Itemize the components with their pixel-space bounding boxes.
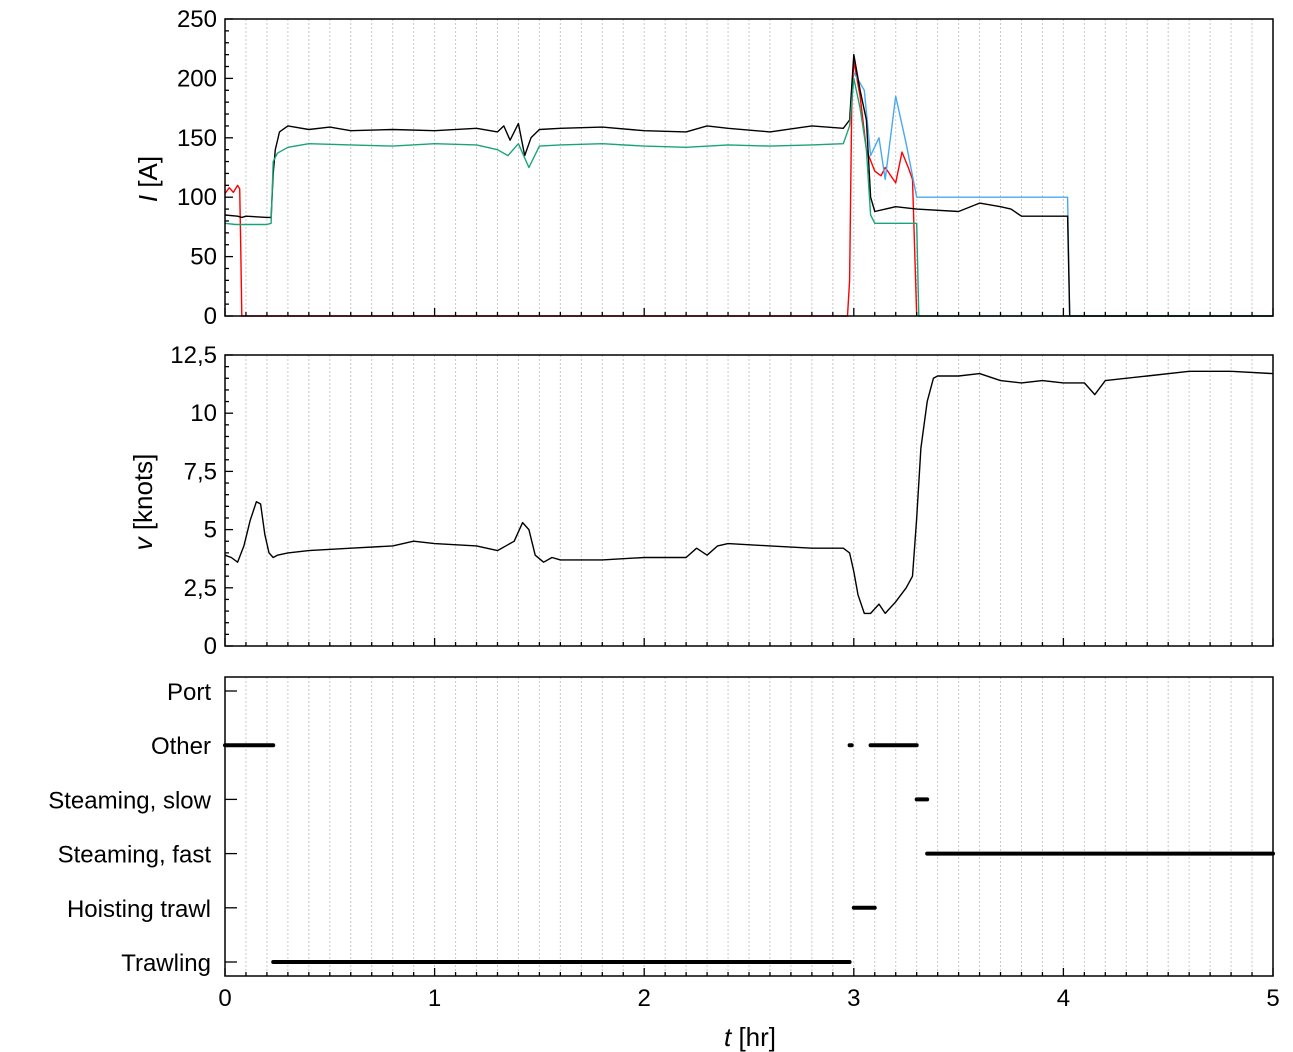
time-x-tick-label: 4 xyxy=(1057,985,1070,1012)
time-x-axis-label: t [hr] xyxy=(724,1022,776,1052)
current-y-tick-label: 200 xyxy=(177,65,217,92)
current-series-line-3 xyxy=(224,77,1273,317)
current-y-tick-label: 250 xyxy=(177,6,217,33)
speed-y-tick-label: 7,5 xyxy=(184,458,217,485)
speed-y-tick-label: 2,5 xyxy=(184,575,217,602)
current-y-tick-label: 50 xyxy=(190,244,217,271)
state-segments xyxy=(223,743,1275,964)
time-x-tick-label: 1 xyxy=(428,985,441,1012)
state-label-other: Other xyxy=(151,733,211,760)
speed-panel: 0 2,5 5 7,5 10 12,5 v [knots] xyxy=(128,342,1274,660)
speed-y-tick-label: 12,5 xyxy=(170,342,217,369)
state-panel: Trawling Hoisting trawl Steaming, fast Stea… xyxy=(48,676,1280,1052)
current-panel: 0 50 100 150 200 250 I [A] xyxy=(133,6,1274,330)
time-x-tick-label: 5 xyxy=(1266,985,1279,1012)
time-x-tick-label: 2 xyxy=(638,985,651,1012)
speed-y-ticks: 0 2,5 5 7,5 10 12,5 xyxy=(170,342,1274,660)
speed-y-tick-label: 0 xyxy=(204,633,217,660)
current-y-axis-label: I [A] xyxy=(133,156,163,202)
speed-y-axis-label: v [knots] xyxy=(128,454,158,551)
speed-grid xyxy=(245,355,1253,646)
state-label-steaming-slow: Steaming, slow xyxy=(48,787,211,814)
speed-series xyxy=(224,370,1274,615)
speed-y-tick-label: 5 xyxy=(204,517,217,544)
state-label-hoisting-trawl: Hoisting trawl xyxy=(67,896,211,923)
current-y-tick-label: 150 xyxy=(177,125,217,152)
current-grid xyxy=(245,19,1253,316)
state-ticks: Trawling Hoisting trawl Steaming, fast Stea… xyxy=(48,679,1279,1012)
current-y-ticks: 0 50 100 150 200 250 xyxy=(177,6,1274,330)
current-series-line-0 xyxy=(224,59,918,317)
state-grid xyxy=(245,677,1253,976)
current-series-line-2 xyxy=(224,53,1273,317)
current-series xyxy=(224,53,1273,317)
current-y-tick-label: 0 xyxy=(204,303,217,330)
state-label-trawling: Trawling xyxy=(121,950,211,977)
current-y-tick-label: 100 xyxy=(177,184,217,211)
time-x-tick-label: 3 xyxy=(847,985,860,1012)
speed-y-tick-label: 10 xyxy=(190,400,217,427)
speed-series-line-0 xyxy=(224,370,1274,615)
time-x-tick-label: 0 xyxy=(218,985,231,1012)
state-label-steaming-fast: Steaming, fast xyxy=(58,842,212,869)
state-label-port: Port xyxy=(167,679,211,706)
